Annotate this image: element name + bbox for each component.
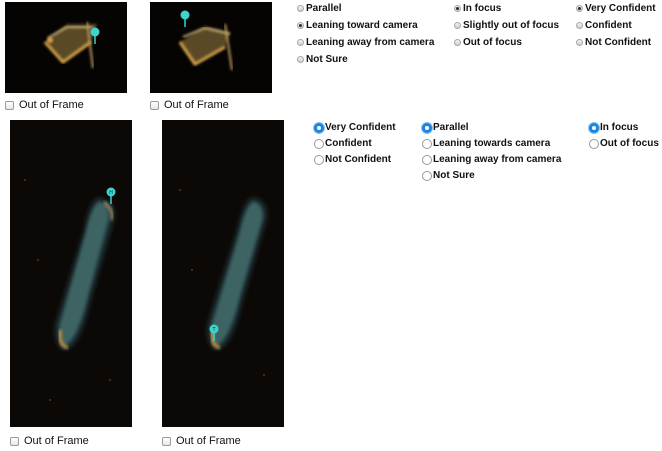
radio-button[interactable]	[297, 22, 304, 29]
radio-button[interactable]	[314, 154, 324, 165]
head-marker-icon[interactable]: H	[105, 187, 117, 205]
radio-focus-slightly-out[interactable]: Slightly out of focus	[454, 20, 559, 31]
checkbox-box[interactable]	[10, 436, 19, 446]
radio-label: Parallel	[306, 3, 342, 14]
radio-button[interactable]	[454, 5, 461, 12]
radio-label: Out of focus	[463, 37, 522, 48]
out-of-frame-checkbox-2[interactable]: Out of Frame	[150, 99, 229, 111]
radio-label: In focus	[600, 122, 639, 133]
radio-button[interactable]	[589, 138, 599, 149]
thumbnail-image-top-right	[150, 2, 272, 93]
checkbox-box[interactable]	[5, 100, 14, 110]
out-of-frame-label: Out of Frame	[19, 99, 84, 111]
radio-button[interactable]	[422, 154, 432, 165]
radio-button[interactable]	[314, 138, 324, 149]
radio-label: Parallel	[433, 122, 469, 133]
radio-button[interactable]	[314, 122, 324, 133]
out-of-frame-label: Out of Frame	[24, 435, 89, 447]
radio-label: Not Sure	[306, 54, 348, 65]
radio-label: Leaning toward camera	[306, 20, 418, 31]
radio-focus-out-of-focus[interactable]: Out of focus	[589, 138, 659, 149]
radio-label: Out of focus	[600, 138, 659, 149]
checkbox-box[interactable]	[150, 100, 159, 110]
radio-confidence-not-confident[interactable]: Not Confident	[576, 37, 651, 48]
radio-label: Leaning towards camera	[433, 138, 551, 149]
radio-label: Leaning away from camera	[306, 37, 435, 48]
radio-button[interactable]	[576, 39, 583, 46]
radio-confidence-not-confident[interactable]: Not Confident	[314, 154, 391, 165]
out-of-frame-checkbox-4[interactable]: Out of Frame	[162, 435, 241, 447]
radio-orientation-leaning-toward[interactable]: Leaning toward camera	[297, 20, 418, 31]
radio-button[interactable]	[297, 39, 304, 46]
radio-confidence-very-confident[interactable]: Very Confident	[576, 3, 656, 14]
radio-orientation-parallel[interactable]: Parallel	[297, 3, 342, 14]
tail-marker-label: T	[211, 327, 216, 333]
radio-button[interactable]	[297, 5, 304, 12]
checkbox-box[interactable]	[162, 436, 171, 446]
specimen-image-bottom-left: H	[10, 120, 132, 427]
radio-confidence-very-confident[interactable]: Very Confident	[314, 122, 396, 133]
radio-button[interactable]	[576, 22, 583, 29]
specimen-image	[10, 120, 132, 427]
specimen-image	[150, 2, 272, 93]
radio-focus-in-focus[interactable]: In focus	[454, 3, 501, 14]
radio-label: Slightly out of focus	[463, 20, 560, 31]
out-of-frame-label: Out of Frame	[176, 435, 241, 447]
radio-button[interactable]	[454, 39, 461, 46]
radio-orientation-parallel[interactable]: Parallel	[422, 122, 469, 133]
radio-button[interactable]	[422, 170, 432, 181]
radio-label: Confident	[325, 138, 372, 149]
out-of-frame-checkbox-1[interactable]: Out of Frame	[5, 99, 84, 111]
radio-orientation-leaning-away[interactable]: Leaning away from camera	[297, 37, 434, 48]
tail-marker-icon[interactable]	[179, 10, 191, 28]
radio-focus-in-focus[interactable]: In focus	[589, 122, 638, 133]
radio-label: Not Confident	[325, 154, 392, 165]
thumbnail-image-top-left	[5, 2, 127, 93]
specimen-image	[5, 2, 127, 93]
radio-button[interactable]	[589, 122, 599, 133]
radio-button[interactable]	[576, 5, 583, 12]
radio-label: Not Confident	[585, 37, 652, 48]
radio-confidence-confident[interactable]: Confident	[576, 20, 632, 31]
radio-focus-out-of-focus[interactable]: Out of focus	[454, 37, 522, 48]
tail-marker-icon[interactable]: T	[208, 324, 220, 342]
radio-confidence-confident[interactable]: Confident	[314, 138, 372, 149]
specimen-image	[162, 120, 284, 427]
radio-label: Very Confident	[585, 3, 656, 14]
radio-label: Very Confident	[325, 122, 396, 133]
radio-button[interactable]	[422, 138, 432, 149]
radio-label: Leaning away from camera	[433, 154, 562, 165]
head-marker-icon[interactable]	[89, 27, 101, 45]
radio-button[interactable]	[454, 22, 461, 29]
radio-label: Confident	[585, 20, 632, 31]
radio-button[interactable]	[297, 56, 304, 63]
radio-orientation-not-sure[interactable]: Not Sure	[422, 170, 475, 181]
specimen-image-bottom-right: T	[162, 120, 284, 427]
radio-orientation-not-sure[interactable]: Not Sure	[297, 54, 348, 65]
radio-orientation-leaning-away[interactable]: Leaning away from camera	[422, 154, 561, 165]
out-of-frame-label: Out of Frame	[164, 99, 229, 111]
radio-label: Not Sure	[433, 170, 475, 181]
head-marker-label: H	[109, 190, 113, 196]
out-of-frame-checkbox-3[interactable]: Out of Frame	[10, 435, 89, 447]
radio-orientation-leaning-towards[interactable]: Leaning towards camera	[422, 138, 550, 149]
radio-label: In focus	[463, 3, 502, 14]
radio-button[interactable]	[422, 122, 432, 133]
